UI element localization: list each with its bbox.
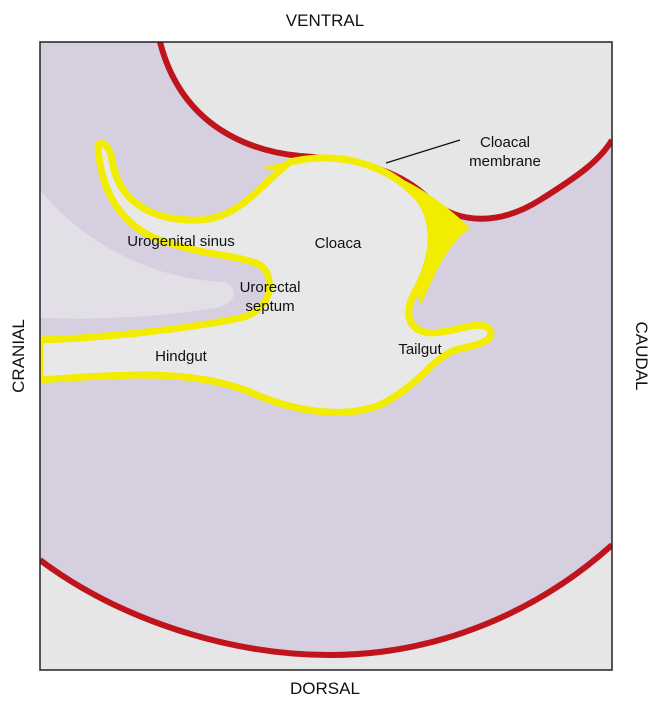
orientation-label: VENTRAL [286, 11, 364, 30]
label: Cloacal [480, 134, 530, 151]
label: Cloaca [315, 235, 362, 252]
orientation-label: CRANIAL [9, 319, 28, 393]
label: Urorectal [240, 279, 301, 296]
label: septum [245, 298, 294, 315]
label: Hindgut [155, 348, 208, 365]
label: membrane [469, 153, 541, 170]
diagram: VENTRAL DORSAL CRANIAL CAUDAL Cloacal me… [0, 0, 648, 703]
label: Tailgut [398, 341, 442, 358]
label: Urogenital sinus [127, 233, 235, 250]
orientation-label: DORSAL [290, 679, 360, 698]
orientation-label: CAUDAL [632, 322, 648, 391]
